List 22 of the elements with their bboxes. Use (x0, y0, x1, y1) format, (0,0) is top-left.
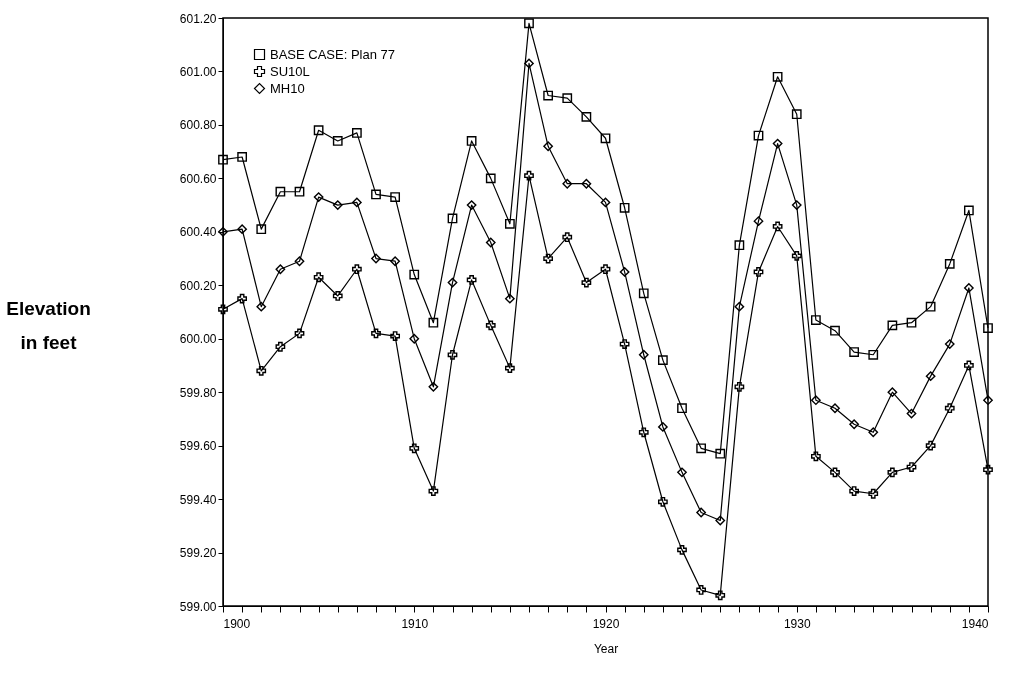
y-tick-label: 599.40 (179, 492, 217, 507)
legend-label: BASE CASE: Plan 77 (270, 46, 396, 62)
y-tick-label: 601.00 (179, 64, 217, 79)
y-tick-label: 599.60 (179, 439, 217, 454)
y-tick-label: 601.20 (179, 11, 217, 26)
y-tick-label: 600.40 (179, 225, 217, 240)
y-tick-label: 599.80 (179, 385, 217, 400)
y-tick-label: 600.60 (179, 171, 217, 186)
x-axis-title: Year (593, 641, 619, 656)
x-tick-label: 1900 (223, 616, 251, 631)
y-tick-label: 599.00 (179, 599, 217, 614)
y-tick-label: 600.20 (179, 278, 217, 293)
x-tick-label: 1920 (592, 616, 620, 631)
x-tick-label: 1930 (783, 616, 811, 631)
y-tick-label: 600.80 (179, 118, 217, 133)
x-tick-label: 1910 (401, 616, 429, 631)
legend-label: MH10 (270, 80, 305, 96)
y-tick-label: 600.00 (179, 332, 217, 347)
x-tick-label: 1940 (961, 616, 989, 631)
y-tick-label: 599.20 (179, 546, 217, 561)
y-axis-title: Elevation in feet (6, 297, 91, 353)
legend-label: SU10L (270, 63, 310, 79)
